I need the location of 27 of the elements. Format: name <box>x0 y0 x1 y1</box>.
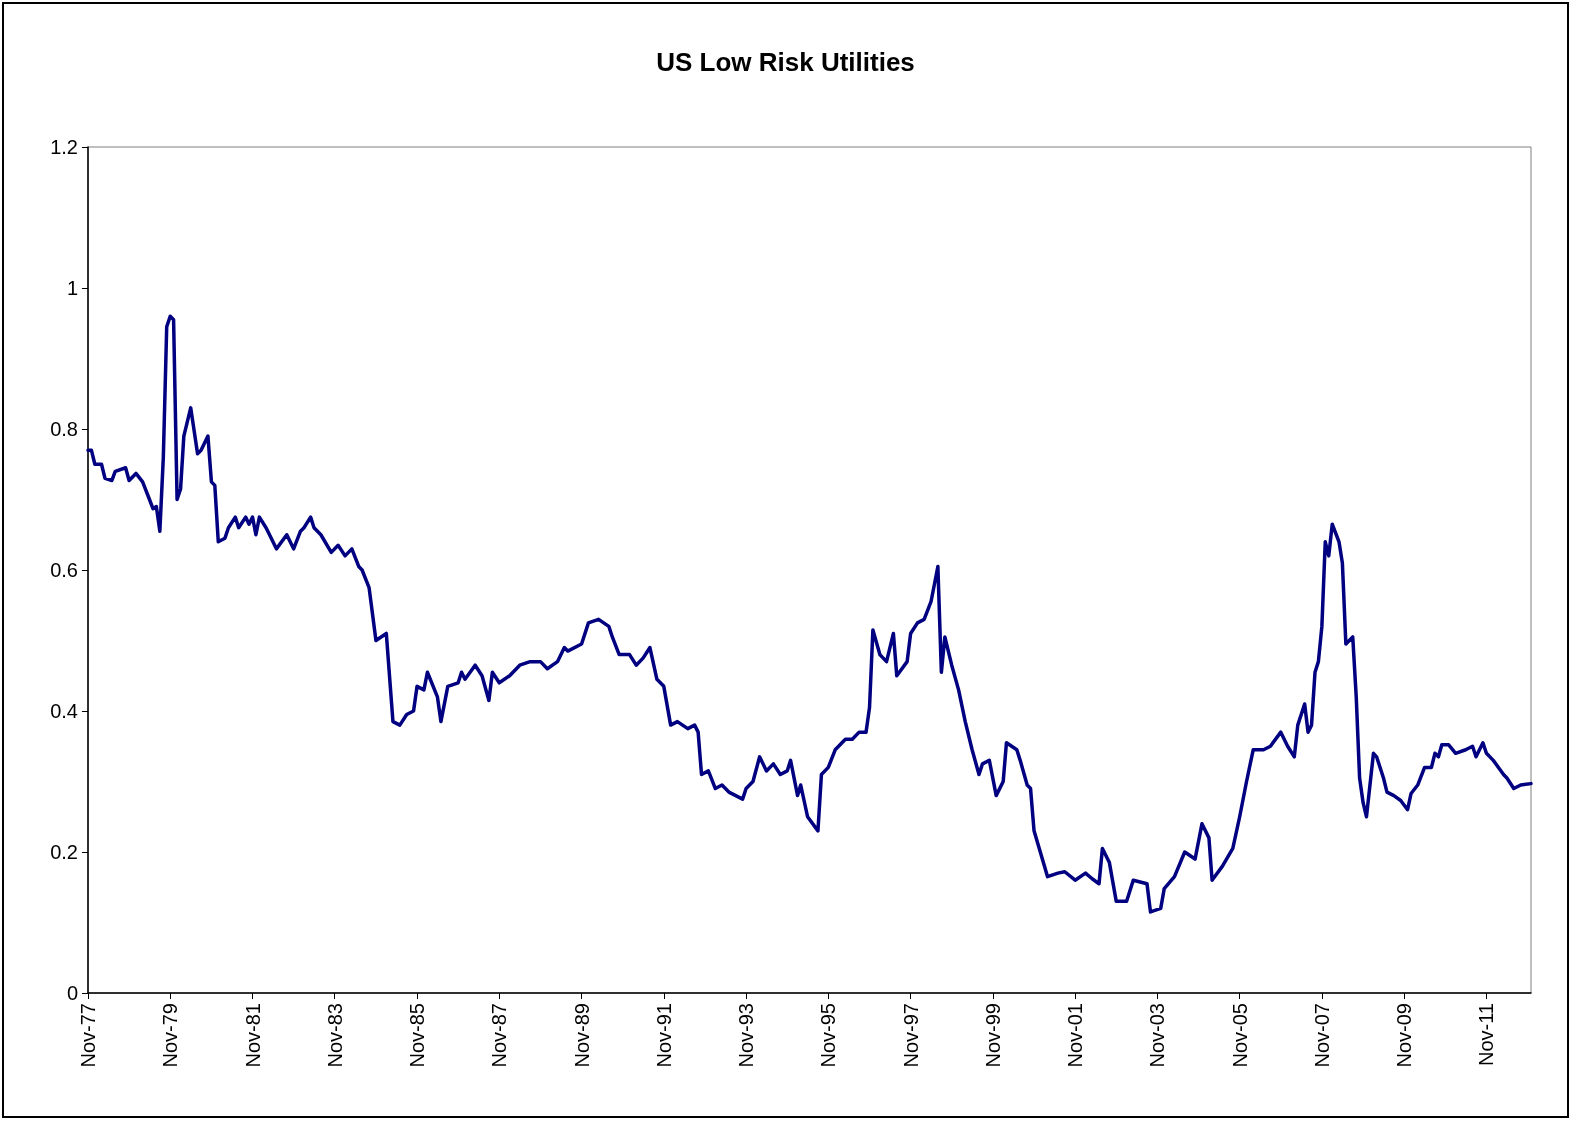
x-tick-label: Nov-97 <box>899 1003 922 1068</box>
x-tick-label: Nov-77 <box>77 1003 99 1068</box>
x-tick-label: Nov-01 <box>1064 1003 1087 1068</box>
y-tick-label: 0.2 <box>50 841 78 863</box>
y-tick-label: 1.2 <box>50 136 78 158</box>
x-tick-label: Nov-83 <box>323 1003 346 1068</box>
x-tick-label: Nov-09 <box>1393 1003 1416 1068</box>
x-tick-label: Nov-05 <box>1228 1003 1251 1068</box>
y-tick-label: 0 <box>66 982 78 1004</box>
x-tick-label: Nov-99 <box>981 1003 1004 1068</box>
x-tick-label: Nov-87 <box>488 1003 511 1068</box>
x-tick-label: Nov-95 <box>817 1003 840 1068</box>
x-tick-label: Nov-91 <box>652 1003 675 1068</box>
x-tick-label: Nov-79 <box>159 1003 182 1068</box>
x-tick-label: Nov-03 <box>1146 1003 1169 1068</box>
x-tick-label: Nov-07 <box>1310 1003 1333 1068</box>
y-tick-label: 1 <box>66 277 78 299</box>
y-tick-label: 0.8 <box>50 418 78 440</box>
chart-title: US Low Risk Utilities <box>656 47 915 77</box>
line-series <box>86 314 1533 914</box>
x-tick-label: Nov-11 <box>1475 1003 1498 1066</box>
y-tick-label: 0.4 <box>50 700 78 722</box>
x-tick-label: Nov-93 <box>735 1003 758 1068</box>
y-tick-label: 0.6 <box>50 559 78 581</box>
x-tick-label: Nov-85 <box>406 1003 429 1068</box>
x-tick-label: Nov-89 <box>570 1003 593 1068</box>
x-tick-label: Nov-81 <box>241 1003 264 1068</box>
